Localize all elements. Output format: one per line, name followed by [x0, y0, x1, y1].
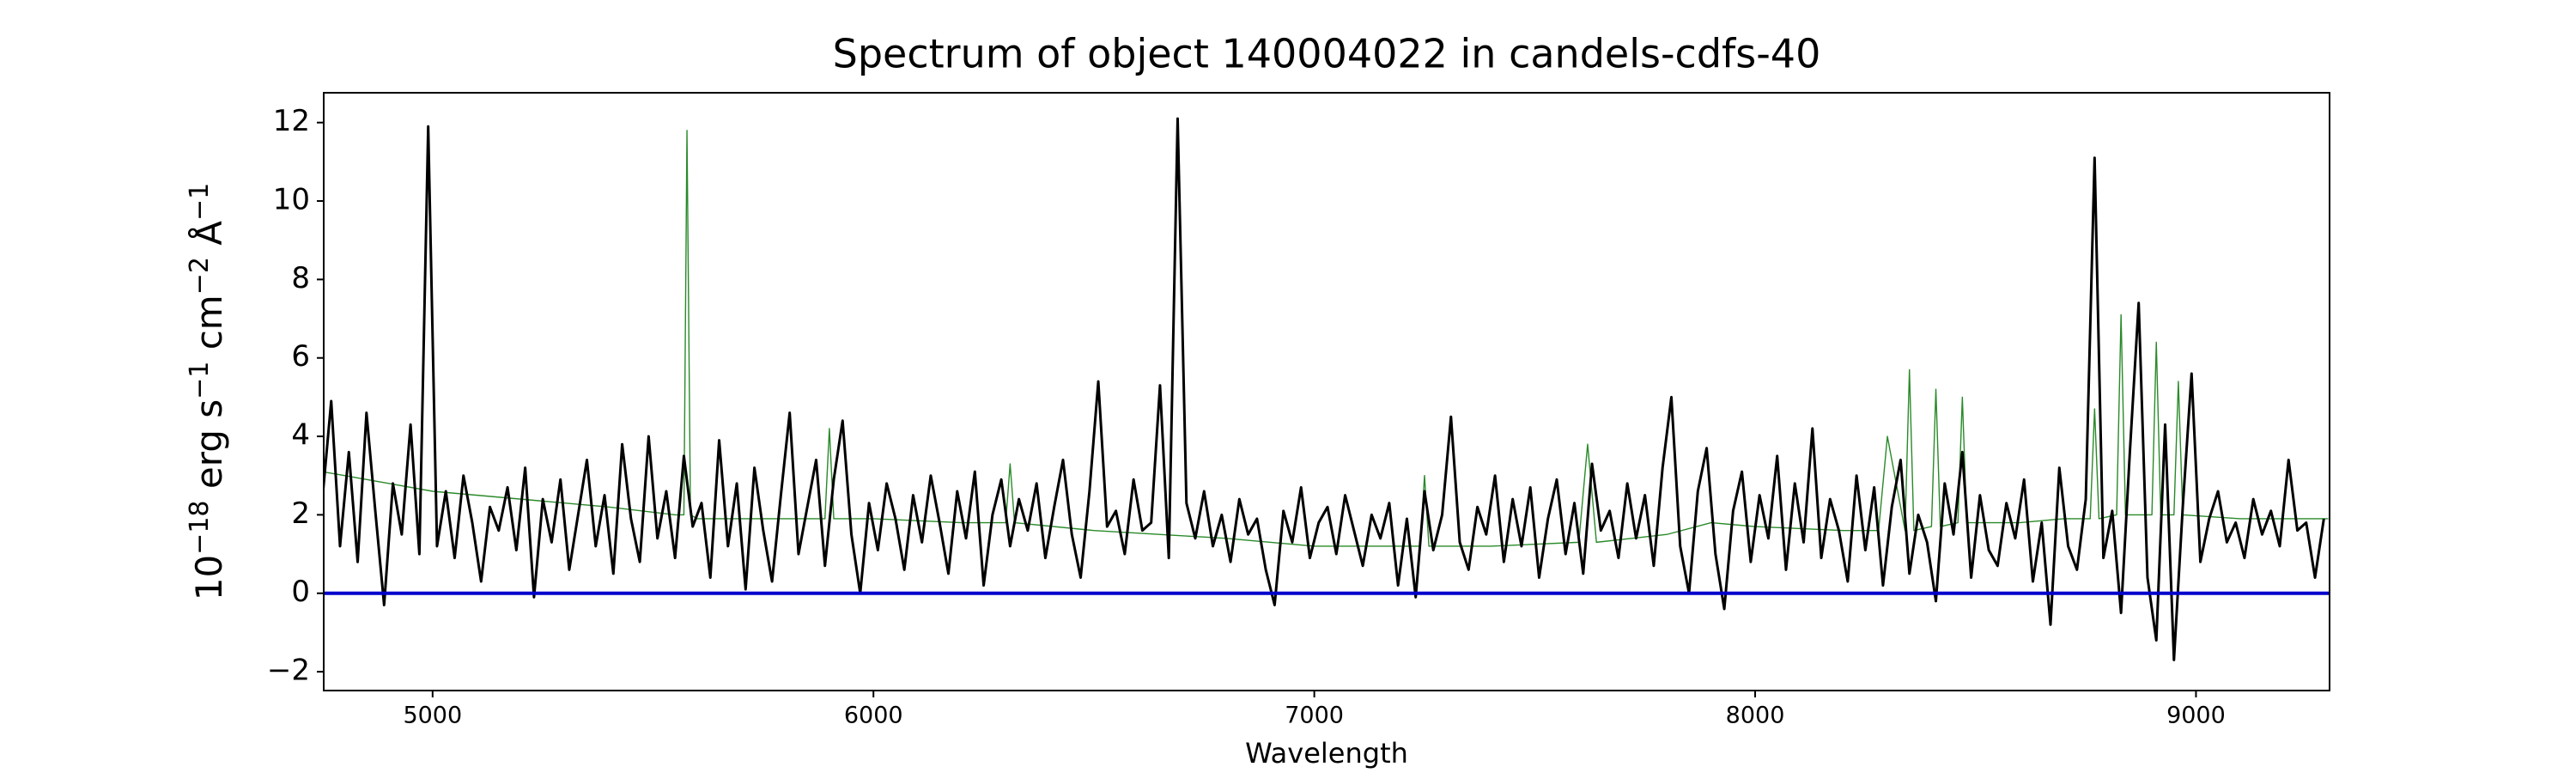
- y-tick-label: −2: [267, 654, 310, 688]
- y-tick-label: 4: [291, 418, 310, 453]
- spectrum-line: [324, 117, 2325, 661]
- x-axis-label: Wavelength: [1245, 737, 1408, 770]
- y-label-text: cm: [188, 295, 230, 361]
- y-tick-label: 2: [291, 496, 310, 531]
- y-tick-label: 10: [273, 183, 310, 217]
- spectrum-line: [324, 130, 2329, 547]
- x-tick-label: 8000: [1726, 703, 1785, 729]
- axes-frame: [323, 92, 2330, 691]
- x-tick-label: 5000: [403, 703, 462, 729]
- y-label-text: erg s: [188, 399, 230, 501]
- y-label-exponent: −1: [185, 362, 215, 399]
- y-label-exponent: −18: [185, 501, 215, 555]
- y-tick-label: 6: [291, 339, 310, 374]
- chart-title: Spectrum of object 140004022 in candels-…: [833, 31, 1821, 77]
- y-axis-label: 10−18 erg s−1 cm−2 Å−1: [185, 183, 230, 601]
- x-tick-label: 7000: [1285, 703, 1344, 729]
- y-label-exponent: −2: [185, 257, 215, 295]
- x-tick-label: 6000: [844, 703, 903, 729]
- y-label-text: 10: [188, 555, 230, 600]
- y-tick-label: 12: [273, 104, 310, 138]
- plot-area: [324, 117, 2330, 661]
- x-tick-label: 9000: [2166, 703, 2226, 729]
- y-tick-label: 8: [291, 261, 310, 295]
- y-label-text: Å: [187, 221, 230, 257]
- y-tick-label: 0: [291, 575, 310, 609]
- y-label-exponent: −1: [185, 183, 215, 221]
